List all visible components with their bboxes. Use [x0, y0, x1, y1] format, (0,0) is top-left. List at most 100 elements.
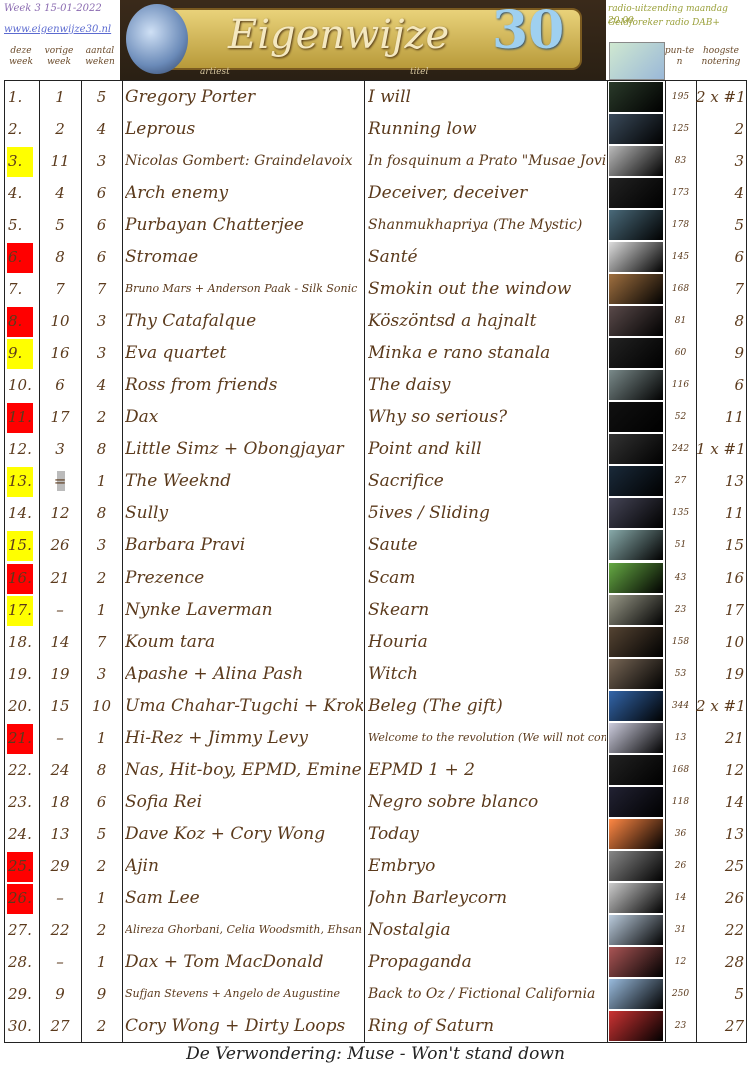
rank: 21. [8, 728, 32, 747]
banner-plaque [150, 8, 582, 70]
artist: Purbayan Chatterjee [125, 215, 304, 236]
album-cover [609, 722, 663, 753]
weeks-in-chart: 1 [96, 472, 107, 491]
rank: 15. [8, 536, 32, 555]
weeks-in-chart: 6 [96, 184, 107, 203]
album-cover [609, 178, 663, 209]
weeks-in-chart: 4 [96, 376, 107, 395]
previous-week: – [56, 728, 64, 747]
week-label: Week 3 15-01-2022 [4, 3, 102, 14]
previous-week: 10 [50, 312, 70, 331]
rank: 28. [8, 952, 32, 971]
song-title: Why so serious? [368, 407, 508, 428]
song-title: Minka e rano stanala [368, 343, 551, 364]
weeks-in-chart: 8 [96, 440, 107, 459]
rank: 9. [8, 344, 23, 363]
song-title: Back to Oz / Fictional California [368, 985, 596, 1002]
banner-title: Eigenwijze [228, 12, 450, 58]
album-cover [609, 402, 663, 433]
album-cover [609, 754, 663, 785]
weeks-in-chart: 7 [96, 280, 107, 299]
album-cover [609, 306, 663, 337]
album-cover [609, 1010, 663, 1041]
previous-week: 13 [50, 824, 70, 843]
album-cover [609, 594, 663, 625]
column-border [696, 81, 697, 1042]
points: 158 [671, 636, 690, 647]
highest-position: 25 [724, 856, 744, 875]
weeks-in-chart: 1 [96, 728, 107, 747]
weeks-in-chart: 4 [96, 120, 107, 139]
album-cover [609, 786, 663, 817]
broadcast-info: radio-uitzending maandag 20.00 [608, 4, 728, 26]
song-title: Beleg (The gift) [368, 695, 503, 716]
rank-highlight [7, 531, 33, 562]
artist: Apashe + Alina Pash [125, 663, 304, 684]
column-border [39, 81, 40, 1042]
previous-week: 6 [55, 376, 65, 395]
highest-position: 1 x #1 [696, 440, 744, 459]
points: 23 [674, 1020, 687, 1031]
col-points: pun-ten [664, 46, 695, 67]
song-title: EPMD 1 + 2 [368, 759, 475, 780]
album-cover [609, 466, 663, 497]
col-artist: artiest [200, 67, 230, 77]
highest-position: 14 [724, 792, 744, 811]
rank: 16. [8, 568, 32, 587]
rank-highlight [7, 563, 33, 594]
website-link[interactable]: www.eigenwijze30.nl [4, 24, 112, 35]
artist: Sully [125, 503, 169, 524]
previous-week: 18 [50, 792, 70, 811]
highest-position: 13 [724, 472, 744, 491]
rank: 25. [8, 856, 32, 875]
album-cover [609, 626, 663, 657]
previous-week: 5 [55, 216, 65, 235]
song-title: Witch [368, 663, 418, 684]
song-title: Point and kill [368, 439, 482, 460]
highest-position: 11 [724, 504, 744, 523]
rank: 1. [8, 88, 23, 106]
album-cover [609, 658, 663, 689]
previous-week: 16 [50, 344, 70, 363]
previous-week: 26 [50, 536, 70, 555]
highest-position: 28 [724, 952, 744, 971]
points: 195 [671, 92, 690, 102]
highest-position: 2 x #1 [696, 88, 744, 106]
weeks-in-chart: 9 [96, 984, 107, 1003]
artist: Little Simz + Obongjayar [125, 439, 344, 460]
album-cover [609, 274, 663, 305]
artist: Barbara Pravi [125, 535, 246, 556]
album-cover [609, 146, 663, 177]
highest-position: 3 [734, 152, 744, 171]
rank-highlight [7, 339, 33, 370]
previous-week: 11 [50, 152, 70, 171]
weeks-in-chart: 3 [96, 344, 107, 363]
weeks-in-chart: 6 [96, 792, 107, 811]
weeks-in-chart: 5 [96, 824, 107, 843]
highest-position: 22 [724, 920, 744, 939]
points: 14 [674, 892, 687, 903]
previous-week: 19 [50, 664, 70, 683]
previous-week: 24 [50, 760, 70, 779]
column-border [364, 81, 365, 1042]
weeks-in-chart: 1 [96, 888, 107, 907]
song-title: Propaganda [368, 951, 472, 972]
col-highest: hoogste notering [701, 46, 741, 67]
weeks-in-chart: 2 [96, 920, 107, 939]
previous-week: 7 [55, 280, 65, 299]
col-weeks: aantal weken [85, 46, 115, 67]
col-last-week: vorige week [44, 46, 74, 67]
previous-week: – [56, 888, 64, 907]
points: 36 [674, 828, 687, 839]
chart-table: 1. 1 5 Gregory Porter I will 195 2 x #1 2. 2 4 Lep… [4, 80, 747, 1043]
rank: 18. [8, 632, 32, 651]
weeks-in-chart: 1 [96, 952, 107, 971]
points: 168 [671, 284, 690, 295]
highest-position: 12 [724, 760, 744, 779]
artist: Arch enemy [125, 183, 229, 204]
rank: 7. [8, 280, 23, 299]
rank: 14. [8, 504, 32, 523]
weeks-in-chart: 3 [96, 536, 107, 555]
previous-week: 9 [55, 984, 65, 1003]
song-title: Nostalgia [368, 919, 451, 940]
